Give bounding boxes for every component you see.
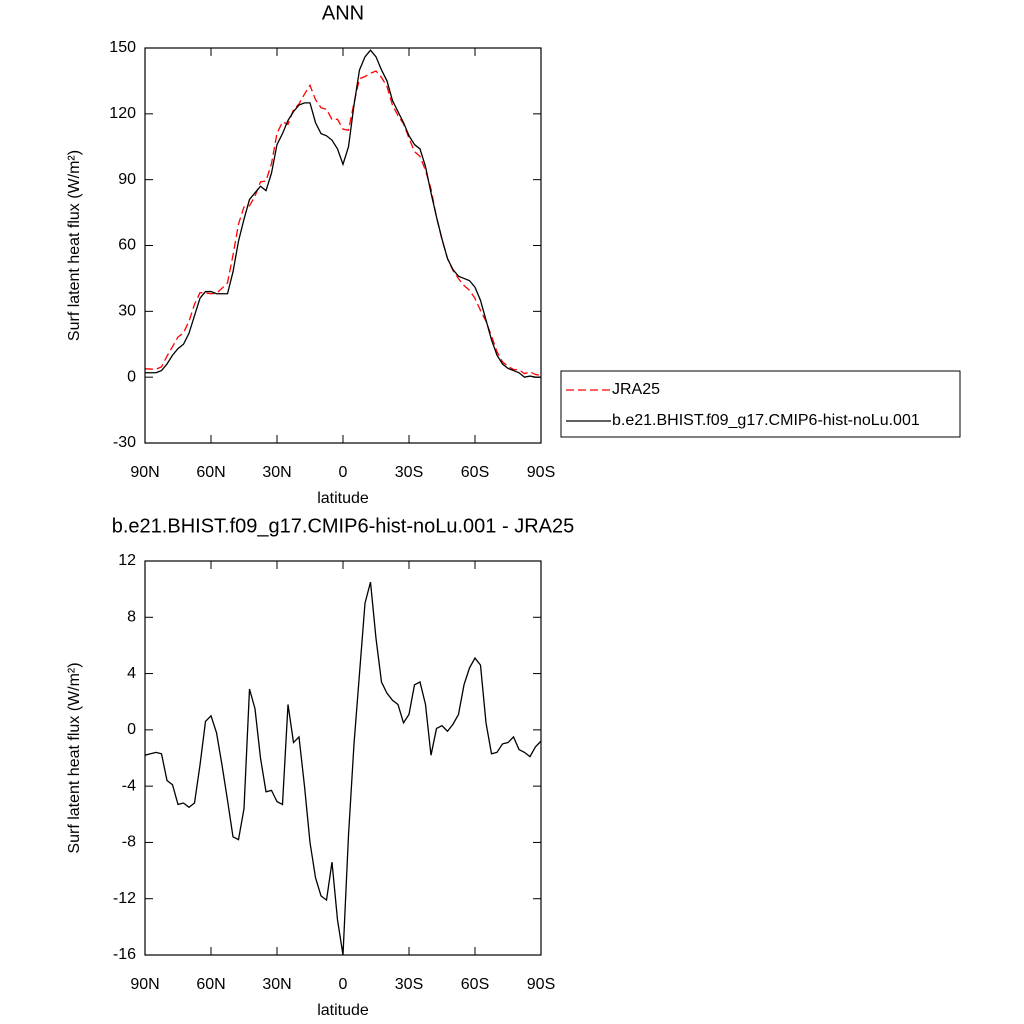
data-line	[144, 581, 542, 956]
y-tick-label: -12	[113, 890, 136, 907]
y-tick-label: -30	[113, 434, 136, 451]
x-tick-label: 30N	[262, 464, 291, 481]
x-tick-label: 30N	[262, 976, 291, 993]
x-tick-label: 0	[339, 976, 348, 993]
data-line	[144, 70, 542, 377]
y-axis-label: Surf latent heat flux (W/m²)	[66, 150, 83, 341]
y-tick-label: 8	[127, 609, 136, 626]
x-axis-label: latitude	[317, 1002, 369, 1019]
y-tick-label: 0	[127, 368, 136, 385]
x-tick-label: 60N	[196, 976, 225, 993]
data-line	[145, 49, 541, 378]
y-tick-label: -16	[113, 946, 136, 963]
y-tick-label: -4	[122, 777, 136, 794]
y-axis-label: Surf latent heat flux (W/m²)	[66, 662, 83, 853]
y-tick-label: 120	[109, 105, 136, 122]
x-tick-label: 30S	[395, 464, 423, 481]
plot-frame	[144, 47, 542, 444]
x-tick-label: 90N	[130, 976, 159, 993]
y-tick-label: 30	[118, 303, 136, 320]
legend-label: JRA25	[612, 381, 660, 398]
y-tick-label: 150	[109, 39, 136, 56]
x-tick-label: 90S	[527, 976, 555, 993]
x-tick-label: 30S	[395, 976, 423, 993]
y-tick-label: 4	[127, 665, 136, 682]
y-tick-label: 0	[127, 721, 136, 738]
plot-frame	[144, 560, 542, 956]
x-axis-label: latitude	[317, 490, 369, 507]
x-tick-label: 90N	[130, 464, 159, 481]
x-tick-label: 60N	[196, 464, 225, 481]
y-tick-label: 90	[118, 171, 136, 188]
chart-title: ANN	[322, 2, 364, 24]
chart-title: b.e21.BHIST.f09_g17.CMIP6-hist-noLu.001 …	[112, 515, 574, 537]
y-tick-label: -8	[122, 834, 136, 851]
x-tick-label: 0	[339, 464, 348, 481]
y-tick-label: 12	[118, 552, 136, 569]
y-tick-label: 60	[118, 237, 136, 254]
legend-box	[560, 370, 961, 438]
legend-label: b.e21.BHIST.f09_g17.CMIP6-hist-noLu.001	[612, 412, 920, 429]
x-tick-label: 60S	[461, 976, 489, 993]
x-tick-label: 60S	[461, 464, 489, 481]
x-tick-label: 90S	[527, 464, 555, 481]
